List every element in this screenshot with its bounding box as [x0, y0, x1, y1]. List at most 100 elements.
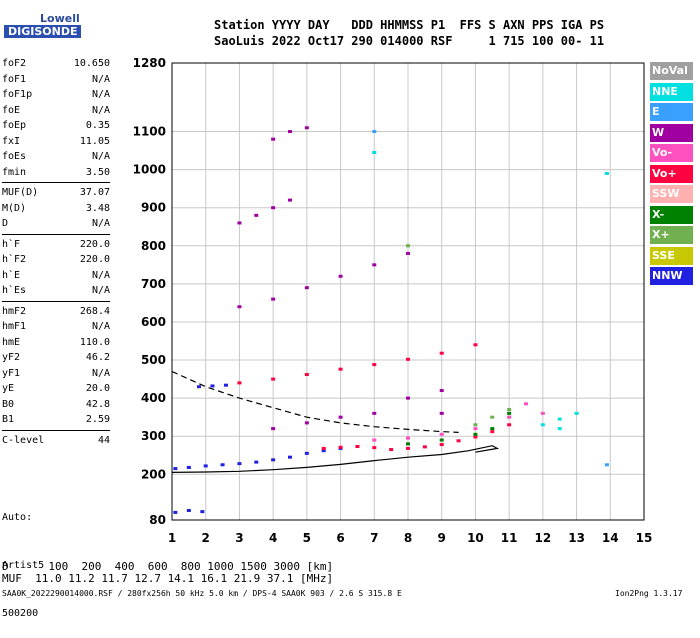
- echo-point-vo: [507, 423, 512, 427]
- legend-item-sse: SSE: [650, 246, 693, 265]
- param-value: N/A: [91, 321, 110, 332]
- x-tick-label: 11: [501, 531, 518, 545]
- echo-point-w: [288, 198, 292, 202]
- echo-point-x: [507, 411, 512, 415]
- echo-point-w: [338, 274, 343, 278]
- param-row: MUF(D) 37.07: [2, 185, 110, 201]
- param-name: hmF1: [2, 321, 27, 332]
- echo-point-w: [304, 421, 309, 425]
- param-value: N/A: [91, 104, 110, 116]
- echo-point-vo: [372, 446, 377, 450]
- echo-point-vo: [456, 439, 461, 443]
- param-separator: [2, 182, 110, 183]
- legend-item-vo: Vo+: [650, 164, 693, 183]
- x-tick-label: 4: [269, 531, 277, 545]
- x-tick-label: 2: [202, 531, 210, 545]
- param-name: h`F: [2, 238, 21, 250]
- x-tick-label: 5: [303, 531, 311, 545]
- legend-item-e: E: [650, 103, 693, 121]
- x-tick-label: 13: [568, 531, 585, 545]
- legend-item-noval: NoVal: [650, 62, 693, 80]
- param-value: N/A: [91, 89, 110, 100]
- echo-point-nnw: [288, 455, 292, 459]
- echo-point-w: [254, 213, 259, 217]
- echo-point-nnw: [173, 510, 178, 514]
- profile-solid: [171, 445, 500, 473]
- echo-point-w: [271, 137, 276, 141]
- echo-point-vo: [389, 448, 394, 452]
- param-value: N/A: [91, 151, 110, 162]
- param-row: yE 20.0: [2, 381, 110, 397]
- echo-point-w: [338, 415, 343, 419]
- param-value: N/A: [91, 367, 110, 379]
- param-row: C-level 44: [2, 433, 110, 449]
- param-name: C-level: [2, 434, 45, 446]
- param-row: foF1 N/A: [2, 72, 110, 88]
- echo-point-vo: [321, 446, 326, 450]
- y-tick-label: 600: [141, 315, 166, 329]
- param-name: foF2: [2, 58, 27, 69]
- param-row: B0 42.8: [2, 397, 110, 413]
- echo-point-vo: [439, 351, 444, 355]
- param-row: foF1p N/A: [2, 87, 110, 103]
- y-tick-label: 80: [149, 513, 166, 527]
- y-tick-label: 500: [141, 353, 166, 367]
- y-tick-label: 300: [141, 429, 166, 443]
- echo-point-vo: [422, 445, 427, 449]
- param-value: 110.0: [79, 336, 110, 348]
- echo-point-vo: [355, 444, 360, 448]
- y-tick-label: 1000: [133, 163, 166, 177]
- param-value: 42.8: [85, 398, 110, 410]
- param-row: yF2 46.2: [2, 350, 110, 366]
- echo-point-nnw: [186, 465, 191, 469]
- echo-point-x: [490, 427, 495, 431]
- echo-point-nne: [574, 411, 579, 415]
- param-name: h`Es: [2, 285, 27, 296]
- x-tick-label: 14: [602, 531, 619, 545]
- echo-point-w: [288, 130, 292, 134]
- param-row: h`E N/A: [2, 268, 110, 284]
- param-value: 46.2: [85, 352, 110, 363]
- param-name: h`E: [2, 269, 21, 281]
- echo-point-vo: [524, 402, 528, 406]
- param-value: 220.0: [79, 254, 110, 265]
- legend-item-w: W: [650, 123, 693, 142]
- param-value: 37.07: [79, 187, 110, 198]
- echo-point-nnw: [304, 451, 309, 455]
- x-tick-label: 3: [235, 531, 243, 545]
- param-separator: [2, 300, 110, 302]
- y-tick-label: 900: [141, 201, 166, 215]
- legend-item-nnw: NNW: [650, 267, 693, 285]
- footer-version: Ion2Png 1.3.17: [615, 589, 683, 598]
- param-row: h`F2 220.0: [2, 252, 110, 268]
- param-value: 11.05: [79, 135, 110, 147]
- echo-point-vo: [473, 435, 478, 439]
- echo-point-nnw: [210, 384, 215, 388]
- y-tick-label: 700: [141, 277, 166, 291]
- x-tick-label: 12: [535, 531, 552, 545]
- param-name: yE: [2, 383, 15, 394]
- echo-point-nnw: [223, 383, 228, 387]
- echo-point-vo: [473, 343, 478, 347]
- echo-point-w: [304, 286, 309, 290]
- echo-point-vo: [237, 381, 242, 385]
- footer-file-info: SAA0K_2022290014000.RSF / 280fx256h 50 k…: [2, 589, 402, 598]
- echo-point-nnw: [200, 510, 205, 514]
- echo-point-nne: [372, 150, 377, 154]
- param-value: 3.50: [85, 166, 110, 178]
- param-value: 20.0: [85, 383, 110, 394]
- param-name: B0: [2, 398, 15, 410]
- param-value: 268.4: [79, 305, 110, 317]
- echo-point-vo: [338, 367, 343, 371]
- echo-point-nnw: [271, 458, 276, 462]
- x-tick-label: 1: [168, 531, 176, 545]
- param-value: 44: [97, 434, 110, 446]
- echo-point-nnw: [254, 460, 259, 464]
- echo-point-w: [271, 427, 276, 431]
- param-name: yF2: [2, 352, 21, 363]
- y-tick-label: 1280: [133, 56, 166, 70]
- footer-muf-row: MUF 11.0 11.2 11.7 12.7 14.1 16.1 21.9 3…: [2, 572, 334, 585]
- echo-point-w: [237, 221, 242, 225]
- x-tick-label: 6: [336, 531, 344, 545]
- param-name: fmin: [2, 166, 27, 178]
